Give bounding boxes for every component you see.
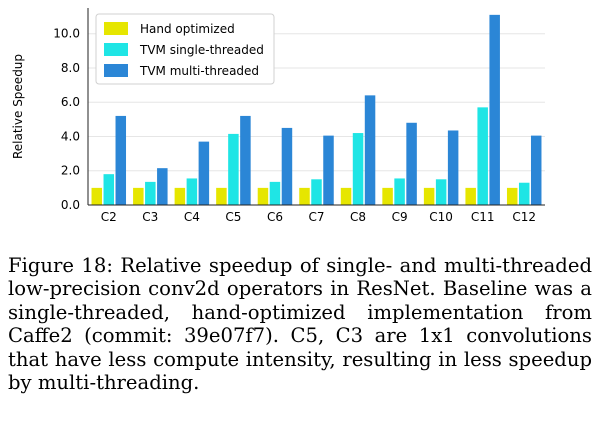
bar-tvm-multi-threaded [115,115,127,205]
x-tick-label: C8 [350,210,366,224]
tick-labels: 0.0 2.0 4.0 6.0 8.0 10.0 C2 C3 C4 C5 C6 C7 C8 C9 C10 C1… [53,27,536,224]
y-tick-label: 6.0 [61,95,80,109]
bar-tvm-multi-threaded [406,122,417,205]
bar-hand-optimized [465,187,476,205]
y-axis-label: Relative Speedup [11,54,25,159]
figure-caption: Figure 18: Relative speedup of single- a… [8,254,592,395]
bar-hand-optimized [133,187,144,205]
bar-tvm-single-threaded [435,179,447,205]
x-tick-label: C11 [471,210,495,224]
bar-hand-optimized [423,187,435,205]
bar-hand-optimized [91,187,103,205]
bar-tvm-multi-threaded [323,135,334,205]
legend-box [95,13,275,85]
bar-tvm-multi-threaded [240,115,251,205]
x-tick-label: C6 [267,210,283,224]
bar-tvm-single-threaded [103,174,115,205]
y-tick-label: 8.0 [61,61,80,75]
bar-tvm-single-threaded [145,181,156,205]
x-tick-label: C2 [101,210,117,224]
bar-tvm-single-threaded [352,133,364,205]
bar-tvm-multi-threaded [489,14,500,206]
bar-tvm-single-threaded [186,178,198,205]
legend-label: TVM multi-threaded [139,64,259,78]
bar-hand-optimized [340,187,352,205]
bar-tvm-single-threaded [394,178,405,205]
x-tick-label: C12 [512,210,536,224]
x-tick-label: C7 [308,210,324,224]
x-tick-label: C9 [392,210,408,224]
bar-hand-optimized [216,187,227,205]
bar-hand-optimized [382,187,393,205]
bar-tvm-single-threaded [311,179,322,205]
legend-swatch [104,43,128,56]
legend: Hand optimized TVM single-threaded TVM mul… [95,13,275,85]
y-tick-label: 2.0 [61,164,80,178]
bar-tvm-multi-threaded [530,135,542,205]
y-tick-label: 4.0 [61,129,80,143]
x-tick-label: C4 [184,210,200,224]
bar-hand-optimized [257,187,269,205]
bar-hand-optimized [506,187,518,205]
bar-tvm-multi-threaded [364,95,376,205]
axes [87,8,545,206]
bar-tvm-single-threaded [269,181,281,205]
bar-tvm-single-threaded [228,133,239,205]
y-tick-label: 0.0 [61,198,80,212]
legend-swatch [104,22,128,35]
x-tick-label: C5 [225,210,241,224]
bar-tvm-single-threaded [518,182,530,205]
legend-swatch [104,64,128,77]
bar-tvm-multi-threaded [281,127,293,205]
x-tick-label: C10 [429,210,453,224]
bars [91,14,542,206]
bar-chart: 0.0 2.0 4.0 6.0 8.0 10.0 C2 C3 C4 C5 C6 C7 C8 C9 C10 C1… [11,8,545,224]
bar-hand-optimized [174,187,186,205]
bar-tvm-multi-threaded [157,168,168,205]
bar-tvm-single-threaded [477,107,488,205]
legend-label: Hand optimized [140,22,235,36]
y-tick-label: 10.0 [53,27,80,41]
bar-tvm-multi-threaded [198,141,210,205]
bar-hand-optimized [299,187,310,205]
legend-label: TVM single-threaded [139,43,264,57]
bar-tvm-multi-threaded [447,130,459,205]
x-tick-label: C3 [142,210,158,224]
chart-container: 0.0 2.0 4.0 6.0 8.0 10.0 C2 C3 C4 C5 C6 C7 C8 C9 C10 C1… [11,8,545,224]
